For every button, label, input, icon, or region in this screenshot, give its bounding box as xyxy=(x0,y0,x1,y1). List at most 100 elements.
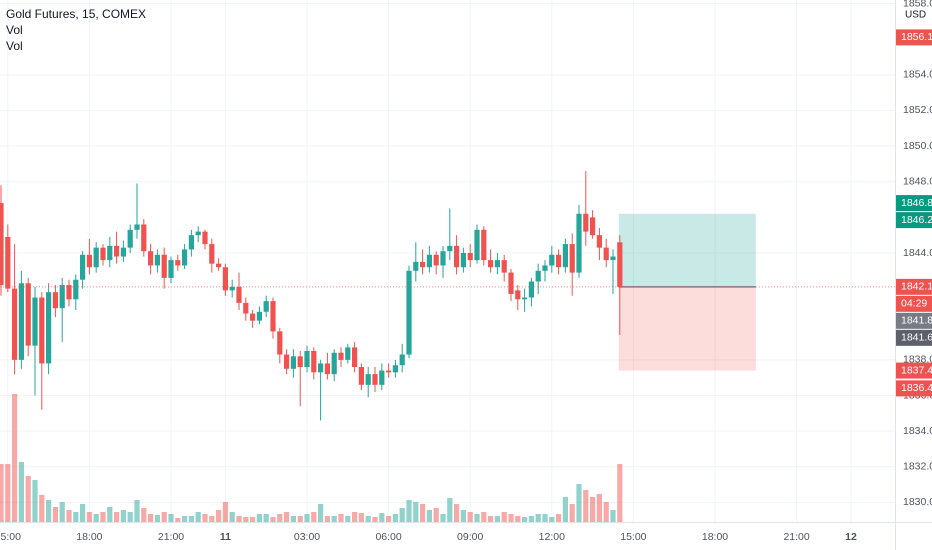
candle-body xyxy=(236,286,242,303)
volume-bar xyxy=(562,497,568,522)
candle-body xyxy=(107,245,113,261)
volume-bar xyxy=(324,516,330,522)
volume-bar xyxy=(256,514,262,522)
volume-bar xyxy=(120,510,126,522)
volume-bar xyxy=(290,516,296,522)
candle-body xyxy=(168,260,174,278)
volume-bar xyxy=(576,484,582,522)
volume-bar xyxy=(331,516,337,522)
position-tool[interactable] xyxy=(618,213,756,371)
volume-bar xyxy=(508,514,514,522)
candle-body xyxy=(100,247,106,261)
candle-body xyxy=(562,244,568,268)
y-tick-label: 1830.0 xyxy=(903,496,932,508)
candle-body xyxy=(59,285,65,309)
x-tick-label: 12:00 xyxy=(539,531,565,543)
volume-bar xyxy=(528,516,534,522)
countdown-bg xyxy=(896,295,932,312)
y-tick-label: 1858.0 xyxy=(903,0,932,9)
y-tick-label: 1834.0 xyxy=(903,425,932,437)
candle-body xyxy=(454,245,460,268)
volume-bar xyxy=(433,508,439,522)
candle-body xyxy=(0,203,4,286)
candle-body xyxy=(324,363,330,375)
volume-bar xyxy=(522,517,528,522)
candle-body xyxy=(5,236,11,289)
x-tick-label: 03:00 xyxy=(294,531,320,543)
y-tick-label: 1854.0 xyxy=(903,69,932,81)
volume-bar xyxy=(426,510,432,522)
x-tick-label: 12 xyxy=(845,531,857,543)
candle-body xyxy=(25,283,31,346)
candle-body xyxy=(331,352,337,375)
volume-bar xyxy=(447,498,453,522)
price-label: 1846.8 xyxy=(901,197,932,209)
candle-body xyxy=(209,244,215,264)
candle-body xyxy=(284,354,290,369)
candle-body xyxy=(86,254,92,268)
volume-bar xyxy=(148,514,154,522)
x-tick-label: 09:00 xyxy=(457,531,483,543)
volume-bar xyxy=(134,500,140,522)
volume-bar xyxy=(175,518,181,522)
volume-bar xyxy=(494,516,500,522)
price-label: 1837.4 xyxy=(901,364,932,376)
y-tick-label: 1852.0 xyxy=(903,104,932,116)
candle-body xyxy=(297,356,303,368)
volume-bar xyxy=(80,504,86,522)
candle-body xyxy=(399,354,405,366)
loss-zone xyxy=(618,286,756,371)
candle-body xyxy=(250,313,256,321)
candle-body xyxy=(270,301,276,332)
candle-body xyxy=(18,283,24,360)
volume-bar xyxy=(222,502,228,522)
chart-title: Gold Futures, 15, COMEX xyxy=(6,7,146,21)
candle-body xyxy=(318,363,324,373)
volume-bar xyxy=(46,500,52,522)
price-label-bg xyxy=(896,29,932,46)
currency-label: USD xyxy=(905,10,926,21)
indicator-label[interactable]: Vol xyxy=(6,23,23,37)
volume-bar xyxy=(114,512,120,522)
candle-body xyxy=(52,292,58,309)
candle-body xyxy=(12,288,18,360)
volume-bar xyxy=(0,464,4,522)
volume-bar xyxy=(542,514,548,522)
volume-bar xyxy=(501,512,507,522)
candle-body xyxy=(141,224,147,252)
candle-body xyxy=(73,279,79,300)
volume-bar xyxy=(603,502,609,522)
x-tick-label: 11 xyxy=(220,531,231,543)
price-label: 1841.8 xyxy=(901,315,932,327)
candle-body xyxy=(556,254,562,268)
volume-bar xyxy=(304,514,310,522)
candle-body xyxy=(603,247,609,261)
candle-body xyxy=(596,235,602,248)
candle-body xyxy=(195,231,201,236)
volume-bar xyxy=(515,516,521,522)
x-tick-label: 18:00 xyxy=(76,531,102,543)
countdown: 04:29 xyxy=(901,298,927,310)
volume-bar xyxy=(284,512,290,522)
volume-bar xyxy=(488,516,494,522)
candle-body xyxy=(392,365,398,373)
time-axis: 15:00 18:00 21:00 11 03:00 06:00 09:00 12:00 15:… xyxy=(0,531,857,543)
volume-bar xyxy=(107,507,113,522)
volume-bar xyxy=(73,512,79,522)
candle-body xyxy=(569,244,575,273)
candle-body xyxy=(175,260,181,266)
volume-bar xyxy=(311,512,317,522)
candle-body xyxy=(420,261,426,268)
volume-bar xyxy=(195,512,201,522)
volume-bar xyxy=(365,516,371,522)
candle-body xyxy=(549,254,555,266)
y-tick-label: 1844.0 xyxy=(903,247,932,259)
volume-bar xyxy=(32,480,38,522)
volume-bar xyxy=(535,514,541,522)
candle-body xyxy=(243,302,249,314)
y-tick-label: 1832.0 xyxy=(903,461,932,473)
price-label-bg xyxy=(896,380,932,397)
indicator-label[interactable]: Vol xyxy=(6,39,23,53)
x-tick-label: 15:00 xyxy=(0,531,21,543)
